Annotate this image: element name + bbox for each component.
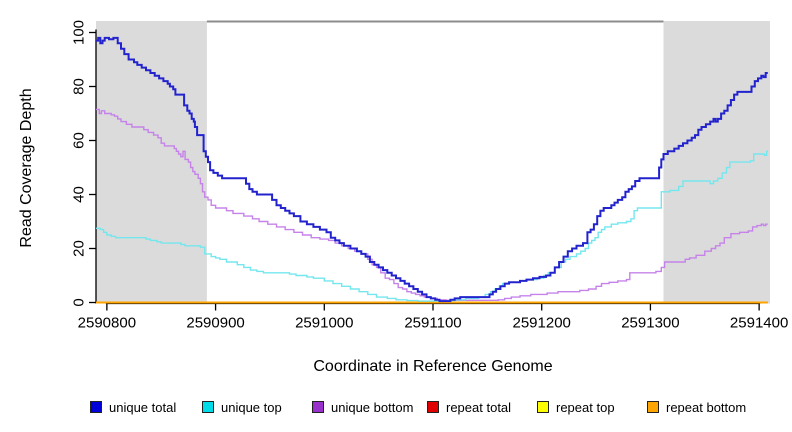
legend-item-unique-top: unique top (202, 399, 282, 415)
x-tick-label: 2591100 (404, 315, 461, 332)
legend-label: repeat top (556, 399, 615, 415)
legend-label: unique top (221, 399, 282, 415)
legend-swatch (647, 401, 659, 413)
y-tick-label: 80 (71, 78, 88, 95)
legend-label: repeat total (446, 399, 512, 415)
legend-swatch (537, 401, 549, 413)
legend-swatch (90, 401, 102, 413)
legend: unique total unique top unique bottom repea… (0, 399, 792, 419)
shaded-flank-region (663, 21, 770, 304)
legend-item-unique-total: unique total (90, 399, 176, 415)
legend-swatch (427, 401, 439, 413)
x-axis-title: Coordinate in Reference Genome (313, 358, 553, 375)
y-axis-title: Read Coverage Depth (18, 88, 35, 248)
legend-label: unique total (109, 399, 177, 415)
legend-item-repeat-total: repeat total (427, 399, 511, 415)
y-tick-label: 100 (71, 20, 88, 45)
legend-label: repeat bottom (666, 399, 747, 415)
legend-item-repeat-top: repeat top (537, 399, 615, 415)
x-tick-label: 2591300 (621, 315, 679, 332)
legend-label: unique bottom (331, 399, 414, 415)
x-tick-label: 2590900 (186, 315, 244, 332)
y-tick-label: 40 (71, 186, 88, 203)
y-tick-label: 60 (71, 132, 88, 149)
x-tick-label: 2591000 (295, 315, 353, 332)
legend-swatch (312, 401, 324, 413)
legend-item-repeat-bottom: repeat bottom (647, 399, 746, 415)
x-tick-label: 2591400 (730, 315, 788, 332)
y-tick-label: 20 (71, 240, 88, 257)
legend-item-unique-bottom: unique bottom (312, 399, 413, 415)
legend-swatch (202, 401, 214, 413)
series-unique-total (96, 36, 768, 303)
x-tick-label: 2590800 (78, 315, 136, 332)
y-tick-label: 0 (71, 298, 88, 306)
x-tick-label: 2591200 (513, 315, 571, 332)
